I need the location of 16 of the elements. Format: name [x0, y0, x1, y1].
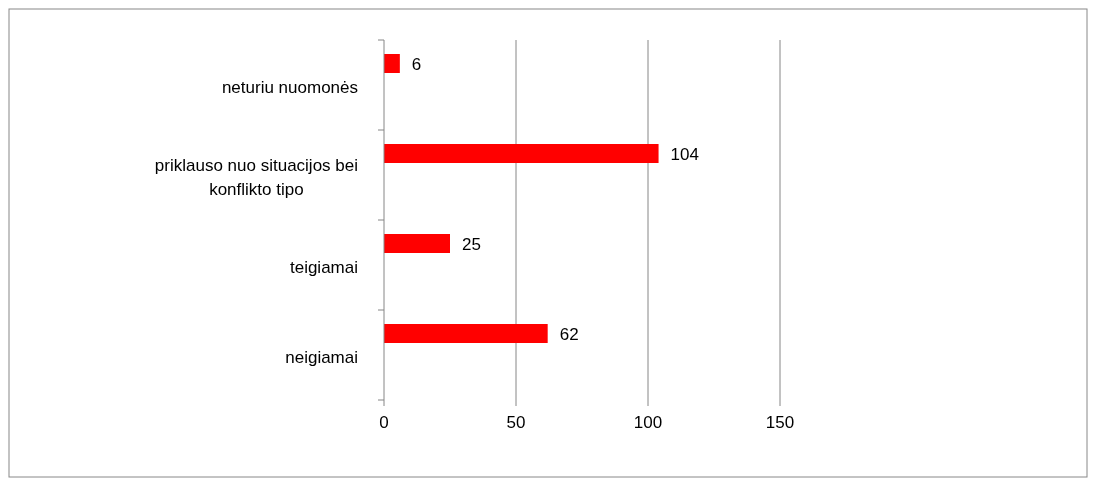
y-tick-label: neturiu nuomonės: [221, 78, 358, 97]
data-label: 25: [462, 234, 481, 254]
bar: [384, 54, 400, 73]
bar: [384, 234, 450, 253]
x-tick-label: 150: [765, 413, 795, 432]
data-label: 62: [559, 324, 579, 344]
bar: [384, 324, 548, 343]
data-label: 6: [411, 54, 422, 74]
y-tick-label: teigiamai: [289, 258, 359, 277]
y-tick-label: neigiamai: [285, 348, 358, 367]
y-tick-label: priklauso nuo situacijos bei konflikto tipo: [154, 156, 358, 199]
x-tick-label: 50: [506, 413, 526, 432]
x-tick-label: 0: [379, 413, 389, 432]
data-label: 104: [670, 144, 699, 164]
bar: [384, 144, 659, 163]
x-tick-label: 100: [633, 413, 663, 432]
